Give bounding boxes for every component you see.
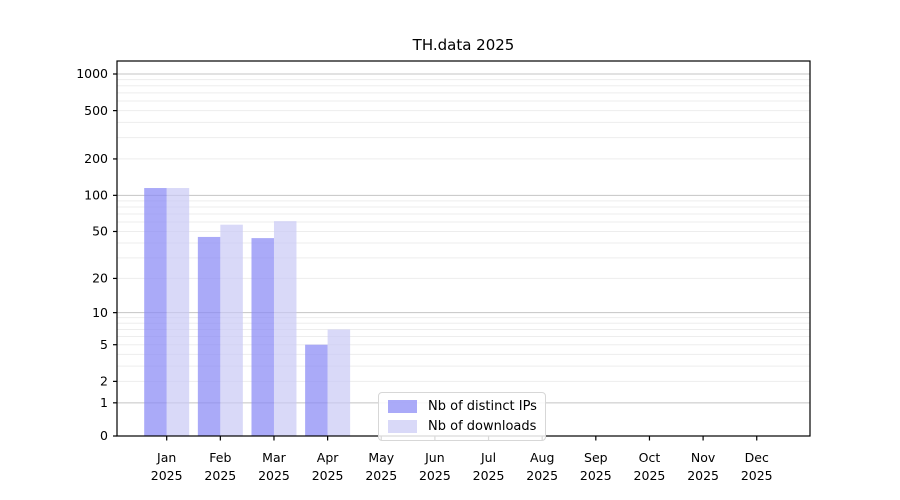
y-tick-label: 2 [100, 374, 108, 389]
bar-downloads-jan [166, 188, 190, 436]
chart-title: TH.data 2025 [412, 36, 515, 54]
x-tick-label: Jan 2025 [151, 450, 183, 483]
x-tick-label: May 2025 [365, 450, 397, 483]
legend-item-distinct-ips: Nb of distinct IPs [388, 399, 537, 414]
bar-distinct-ips-mar [251, 238, 274, 436]
y-tick-label: 100 [84, 188, 108, 203]
x-tick-label: Oct 2025 [634, 450, 666, 483]
legend-swatch-distinct-ips [388, 400, 417, 413]
legend: Nb of distinct IPs Nb of downloads [378, 392, 546, 441]
y-tick-label: 500 [84, 103, 108, 118]
bar-downloads-mar [273, 221, 297, 436]
x-tick-label: Sep 2025 [580, 450, 612, 483]
x-tick-label: Aug 2025 [526, 450, 558, 483]
x-tick-label: Dec 2025 [741, 450, 773, 483]
x-tick-label: Mar 2025 [258, 450, 290, 483]
bar-distinct-ips-feb [197, 236, 221, 436]
bar-distinct-ips-apr [305, 344, 328, 436]
x-tick-label: Nov 2025 [687, 450, 719, 483]
y-tick-label: 0 [100, 428, 108, 443]
bar-distinct-ips-jan [144, 188, 167, 436]
y-tick-label: 50 [92, 224, 108, 239]
x-tick-label: Jun 2025 [419, 450, 451, 483]
legend-label-downloads: Nb of downloads [428, 419, 537, 434]
y-tick-label: 1 [100, 395, 108, 410]
legend-item-downloads: Nb of downloads [388, 419, 536, 434]
bar-downloads-feb [220, 224, 243, 436]
x-tick-label: Jul 2025 [473, 450, 505, 483]
bar-downloads-apr [327, 329, 351, 436]
y-tick-label: 1000 [76, 66, 108, 81]
y-tick-label: 10 [92, 305, 108, 320]
legend-swatch-downloads [388, 420, 417, 433]
y-tick-label: 200 [84, 151, 108, 166]
x-tick-label: Apr 2025 [312, 450, 344, 483]
x-tick-label: Feb 2025 [204, 450, 236, 483]
legend-label-distinct-ips: Nb of distinct IPs [428, 399, 537, 414]
y-tick-label: 20 [92, 271, 108, 286]
y-tick-label: 5 [100, 337, 108, 352]
